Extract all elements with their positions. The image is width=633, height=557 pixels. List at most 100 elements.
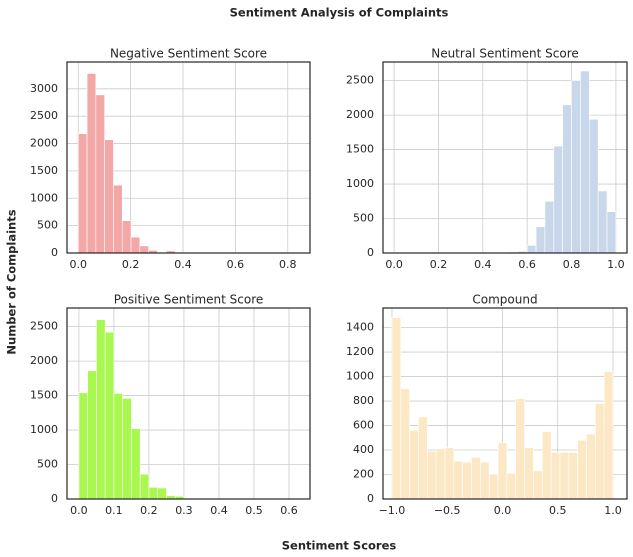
histogram-bar xyxy=(562,104,572,254)
y-tick-label: 1000 xyxy=(30,423,58,436)
y-tick-label: 2500 xyxy=(346,74,374,87)
histogram-bar xyxy=(515,398,525,500)
x-tick-label: 0.5 xyxy=(245,504,263,517)
histogram-bar xyxy=(506,472,517,500)
histogram-bar xyxy=(471,457,481,500)
y-tick-label: 800 xyxy=(353,394,374,407)
x-tick-label: 0.0 xyxy=(494,504,512,517)
x-tick-label: 0.8 xyxy=(279,258,297,271)
histogram-bar xyxy=(122,398,132,500)
histogram-bar xyxy=(148,486,158,500)
y-tick-label: 0 xyxy=(367,492,374,505)
histogram-bar xyxy=(606,211,617,254)
y-tick-label: 0 xyxy=(51,246,58,259)
histogram-bar xyxy=(444,447,455,500)
histogram-bar xyxy=(577,439,587,500)
histogram-bar xyxy=(571,80,581,254)
subplot-title: Compound xyxy=(472,293,537,307)
y-tick-label: 0 xyxy=(51,492,58,505)
y-tick-label: 400 xyxy=(353,443,374,456)
histogram-bar xyxy=(121,220,132,254)
histogram-bar xyxy=(87,370,97,500)
y-tick-label: 500 xyxy=(37,458,58,471)
histogram-bar xyxy=(568,452,578,500)
histogram-bar xyxy=(400,388,410,500)
histogram-bar xyxy=(544,200,555,254)
histogram-bar xyxy=(603,371,614,500)
histogram-bar xyxy=(526,245,537,254)
x-tick-label: 0.0 xyxy=(70,258,88,271)
x-tick-label: 0.5 xyxy=(549,504,567,517)
x-tick-label: 1.0 xyxy=(604,504,622,517)
y-tick-label: 500 xyxy=(37,219,58,232)
histogram-bar xyxy=(586,433,596,500)
histogram-bar xyxy=(95,94,105,254)
y-tick-label: 2500 xyxy=(30,109,58,122)
histogram-bar xyxy=(533,470,543,500)
x-tick-label: −0.5 xyxy=(434,504,461,517)
histogram-bar xyxy=(113,184,123,254)
y-tick-label: 1000 xyxy=(30,191,58,204)
x-tick-label: 1.0 xyxy=(607,258,625,271)
y-tick-label: 2000 xyxy=(346,108,374,121)
histogram-bar xyxy=(409,430,419,500)
y-tick-label: 1500 xyxy=(30,164,58,177)
y-tick-label: 1000 xyxy=(346,370,374,383)
histogram-bar xyxy=(488,474,499,500)
axes-frame xyxy=(382,307,628,500)
x-tick-label: 0.2 xyxy=(140,504,158,517)
histogram-bar xyxy=(78,392,88,500)
y-tick-label: 0 xyxy=(367,246,374,259)
x-tick-label: 0.0 xyxy=(70,504,88,517)
histogram-bar xyxy=(541,431,552,500)
histogram-bar xyxy=(96,319,106,500)
x-tick-label: 0.6 xyxy=(518,258,536,271)
x-tick-label: 0.0 xyxy=(385,258,403,271)
histogram-bar xyxy=(113,393,123,500)
histogram-bar xyxy=(104,139,114,254)
y-tick-label: 1500 xyxy=(30,389,58,402)
axes-frame xyxy=(382,61,628,254)
x-tick-label: 0.8 xyxy=(563,258,581,271)
histogram-bar xyxy=(550,452,561,500)
y-tick-label: 2000 xyxy=(30,137,58,150)
y-tick-label: 1200 xyxy=(346,345,374,358)
axes-frame xyxy=(66,61,311,254)
y-tick-label: 2000 xyxy=(30,354,58,367)
histogram-bar xyxy=(580,70,590,254)
histogram-bar xyxy=(131,428,141,500)
histogram-bar xyxy=(480,461,490,500)
y-tick-label: 600 xyxy=(353,419,374,432)
x-tick-label: 0.2 xyxy=(122,258,140,271)
x-tick-label: 0.4 xyxy=(474,258,492,271)
histogram-bar xyxy=(391,317,402,500)
histogram-bar xyxy=(535,226,546,254)
subplot-title: Positive Sentiment Score xyxy=(114,293,264,307)
histogram-bar xyxy=(139,245,149,254)
histogram-bar xyxy=(524,447,534,500)
histogram-bar xyxy=(462,461,472,500)
y-tick-label: 1000 xyxy=(346,177,374,190)
histogram-bar xyxy=(418,416,428,500)
histogram-bar xyxy=(597,190,608,254)
x-tick-label: 0.6 xyxy=(227,258,245,271)
histogram-bar xyxy=(104,331,115,500)
histogram-bar xyxy=(157,487,167,500)
x-tick-label: −1.0 xyxy=(379,504,406,517)
histogram-bar xyxy=(594,403,605,500)
histogram-bar xyxy=(559,452,570,500)
x-tick-label: 0.4 xyxy=(210,504,228,517)
histogram-bar xyxy=(588,118,599,254)
figure-title: Sentiment Analysis of Complaints xyxy=(230,6,449,20)
histogram-bar xyxy=(497,442,508,500)
axes-frame xyxy=(66,307,311,500)
histogram-bar xyxy=(77,133,88,254)
x-tick-label: 0.4 xyxy=(174,258,192,271)
y-axis-label: Number of Complaints xyxy=(5,209,19,354)
y-tick-label: 200 xyxy=(353,468,374,481)
histogram-bar xyxy=(553,145,563,254)
histogram-bar xyxy=(435,448,446,500)
x-tick-label: 0.6 xyxy=(280,504,298,517)
x-tick-label: 0.2 xyxy=(430,258,448,271)
